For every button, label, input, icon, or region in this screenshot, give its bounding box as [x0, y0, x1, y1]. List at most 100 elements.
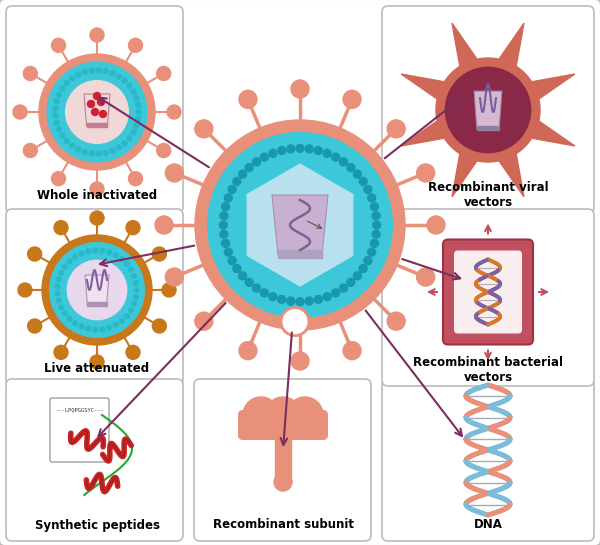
Circle shape [373, 221, 380, 229]
Circle shape [274, 473, 292, 491]
Circle shape [47, 62, 147, 162]
Circle shape [166, 268, 184, 286]
Circle shape [387, 312, 405, 330]
Circle shape [157, 66, 170, 81]
Circle shape [134, 96, 139, 100]
Circle shape [98, 99, 104, 106]
FancyBboxPatch shape [382, 209, 594, 386]
Bar [275, 427, 291, 482]
Polygon shape [499, 154, 524, 197]
Circle shape [97, 68, 101, 72]
Circle shape [221, 239, 230, 247]
Circle shape [89, 68, 94, 73]
Circle shape [64, 138, 69, 143]
Circle shape [67, 259, 72, 264]
Circle shape [52, 38, 65, 52]
Circle shape [220, 221, 227, 229]
Circle shape [359, 264, 367, 272]
Circle shape [53, 113, 58, 118]
Circle shape [314, 295, 322, 304]
Circle shape [233, 178, 241, 185]
Circle shape [67, 261, 127, 320]
Circle shape [90, 28, 104, 42]
Circle shape [436, 58, 540, 162]
Text: Recombinant bacterial
vectors: Recombinant bacterial vectors [413, 356, 563, 384]
Circle shape [228, 185, 236, 193]
Circle shape [131, 89, 136, 94]
Circle shape [125, 314, 129, 318]
Circle shape [208, 132, 392, 317]
Circle shape [42, 235, 152, 345]
Circle shape [368, 194, 376, 202]
Circle shape [359, 178, 367, 185]
Circle shape [125, 262, 129, 267]
Circle shape [122, 141, 127, 146]
Circle shape [368, 248, 376, 256]
Circle shape [243, 397, 279, 433]
Circle shape [134, 281, 138, 285]
Circle shape [278, 147, 286, 155]
Circle shape [427, 216, 445, 234]
Circle shape [56, 277, 61, 282]
Circle shape [134, 295, 138, 299]
Circle shape [62, 264, 67, 269]
Circle shape [100, 111, 107, 118]
Circle shape [23, 143, 37, 158]
Circle shape [131, 130, 136, 135]
Circle shape [195, 120, 213, 138]
Circle shape [23, 66, 37, 81]
Circle shape [260, 153, 268, 161]
Circle shape [260, 289, 268, 297]
Text: Recombinant viral
vectors: Recombinant viral vectors [428, 181, 548, 209]
Bar [278, 250, 322, 258]
Circle shape [54, 120, 59, 125]
Circle shape [278, 295, 286, 304]
Circle shape [245, 278, 253, 286]
Circle shape [79, 251, 84, 256]
Circle shape [281, 307, 309, 336]
FancyBboxPatch shape [6, 379, 183, 541]
Circle shape [88, 100, 95, 107]
Circle shape [65, 81, 128, 143]
Text: Live attenuated: Live attenuated [44, 361, 149, 374]
FancyBboxPatch shape [6, 209, 183, 386]
Circle shape [93, 327, 98, 332]
Circle shape [76, 147, 80, 152]
Circle shape [332, 153, 340, 161]
Circle shape [110, 71, 115, 76]
Circle shape [89, 151, 94, 156]
FancyBboxPatch shape [443, 239, 533, 344]
Circle shape [86, 326, 91, 331]
Circle shape [224, 194, 232, 202]
Bar [86, 123, 107, 127]
Circle shape [372, 212, 380, 220]
Circle shape [269, 293, 277, 301]
Circle shape [323, 149, 331, 158]
Circle shape [93, 248, 98, 253]
Polygon shape [272, 195, 328, 255]
FancyBboxPatch shape [238, 410, 328, 440]
Circle shape [126, 346, 140, 359]
Circle shape [224, 248, 232, 256]
Circle shape [56, 298, 61, 303]
Circle shape [54, 346, 68, 359]
Circle shape [265, 397, 301, 433]
Circle shape [347, 164, 355, 172]
Circle shape [73, 255, 77, 259]
Circle shape [134, 288, 139, 292]
Text: ---LPQPGGSYC---: ---LPQPGGSYC--- [55, 408, 103, 413]
Circle shape [90, 182, 104, 196]
Circle shape [167, 105, 181, 119]
FancyBboxPatch shape [454, 251, 522, 334]
Circle shape [340, 158, 347, 166]
Circle shape [126, 221, 140, 235]
Circle shape [233, 264, 241, 272]
Circle shape [60, 133, 65, 138]
FancyBboxPatch shape [6, 6, 183, 213]
Circle shape [239, 342, 257, 360]
Circle shape [387, 120, 405, 138]
FancyBboxPatch shape [50, 398, 109, 462]
Circle shape [50, 243, 145, 337]
Circle shape [343, 90, 361, 108]
Circle shape [107, 250, 112, 255]
